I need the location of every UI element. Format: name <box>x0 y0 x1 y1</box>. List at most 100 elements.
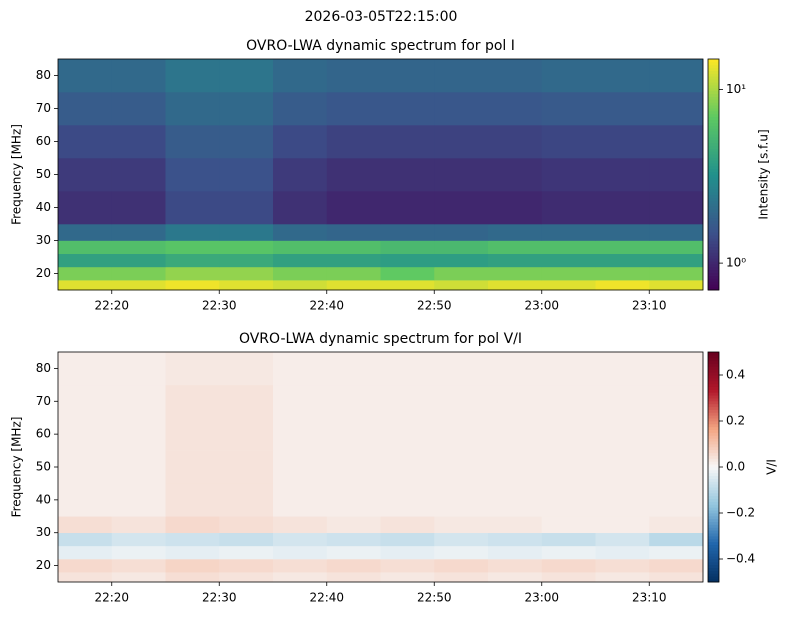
colorbar-swatch <box>708 73 719 77</box>
y-tick-label: 50 <box>36 460 51 474</box>
heatmap-cell <box>649 545 704 560</box>
y-tick-label: 60 <box>36 134 51 148</box>
colorbar-swatch <box>708 352 719 356</box>
colorbar-swatch <box>708 579 719 583</box>
colorbar-swatch <box>708 278 719 282</box>
colorbar-swatch <box>708 203 719 207</box>
heatmap-cell <box>434 59 489 93</box>
heatmap-cell <box>273 417 328 451</box>
colorbar-swatch <box>708 174 719 178</box>
heatmap-cell <box>595 253 650 268</box>
heatmap-cell <box>326 532 381 547</box>
heatmap-cell <box>273 483 328 517</box>
colorbar-swatch <box>708 243 719 248</box>
heatmap-cell <box>434 516 489 534</box>
colorbar-swatch <box>708 547 719 551</box>
heatmap-cell <box>58 266 113 281</box>
colorbar-swatch <box>708 484 719 488</box>
colorbar-swatch <box>708 281 719 285</box>
heatmap-cell <box>434 559 489 573</box>
heatmap-cell <box>649 516 704 534</box>
heatmap-cell <box>488 253 543 268</box>
y-tick-label: 30 <box>36 233 51 247</box>
heatmap-cell <box>488 158 543 192</box>
heatmap-cell <box>111 125 166 159</box>
heatmap-cell <box>595 384 650 419</box>
colorbar-swatch <box>708 576 719 580</box>
colorbar-swatch <box>708 168 719 173</box>
heatmap-cell <box>273 545 328 560</box>
heatmap-cell <box>58 253 113 268</box>
heatmap-cell <box>326 450 381 484</box>
colorbar-swatch <box>708 249 719 253</box>
colorbar-swatch <box>708 412 719 416</box>
heatmap-cell <box>219 559 274 573</box>
heatmap-cell <box>649 280 704 291</box>
colorbar-swatch <box>708 275 719 279</box>
colorbar-swatch <box>708 567 719 571</box>
colorbar-swatch <box>708 82 719 86</box>
heatmap-cell <box>111 253 166 268</box>
colorbar-swatch <box>708 171 719 175</box>
colorbar-tick-label: 10¹ <box>726 82 746 96</box>
heatmap-cell <box>488 417 543 451</box>
colorbar-swatch <box>708 550 719 554</box>
colorbar-tick-label: 0.4 <box>726 368 745 382</box>
heatmap-cell <box>58 572 113 583</box>
x-tick-label: 22:30 <box>202 591 237 605</box>
heatmap-cell <box>273 516 328 534</box>
colorbar-frame <box>707 58 720 291</box>
heatmap-cell <box>326 158 381 192</box>
heatmap-cell <box>219 125 274 159</box>
colorbar-swatch <box>708 383 719 387</box>
heatmap-cell <box>273 125 328 159</box>
heatmap-cell <box>273 450 328 484</box>
colorbar-swatch <box>708 377 719 382</box>
heatmap-cell <box>111 266 166 281</box>
heatmap-cell <box>595 352 650 386</box>
colorbar-swatch <box>708 386 719 390</box>
heatmap-cell <box>434 266 489 281</box>
colorbar-swatch <box>708 76 719 80</box>
colorbar-swatch <box>708 544 719 548</box>
heatmap-cell <box>649 572 704 583</box>
heatmap-cell <box>58 417 113 451</box>
colorbar-swatch <box>708 67 719 71</box>
heatmap-cell <box>380 191 435 225</box>
heatmap-cell <box>58 125 113 159</box>
heatmap-cell <box>219 384 274 419</box>
colorbar-swatch <box>708 186 719 190</box>
heatmap-cell <box>165 240 220 254</box>
colorbar-swatch <box>708 406 719 410</box>
colorbar-swatch <box>708 165 719 170</box>
colorbar-swatch <box>708 287 719 291</box>
heatmap-cell <box>219 572 274 583</box>
colorbar-swatch <box>708 258 719 262</box>
heatmap-cell <box>326 191 381 225</box>
colorbar-swatch <box>708 266 719 271</box>
colorbar-swatch <box>708 556 719 560</box>
heatmap-cell <box>326 559 381 573</box>
heatmap-cell <box>165 352 220 386</box>
heatmap-cell <box>595 559 650 573</box>
heatmap-cell <box>273 280 328 291</box>
colorbar-swatch <box>708 261 719 265</box>
x-tick-label: 22:20 <box>94 591 129 605</box>
heatmap-cell <box>488 559 543 573</box>
heatmap-cell <box>649 253 704 268</box>
y-tick-label: 40 <box>36 492 51 506</box>
colorbar-swatch <box>708 533 719 537</box>
heatmap-cell <box>380 384 435 419</box>
colorbar-swatch <box>708 444 719 448</box>
x-tick-label: 23:00 <box>524 299 559 313</box>
heatmap-cell <box>326 266 381 281</box>
heatmap-cell <box>326 125 381 159</box>
heatmap-cell <box>541 191 596 225</box>
heatmap-cell <box>488 266 543 281</box>
heatmap-cell <box>58 59 113 93</box>
heatmap-cell <box>595 158 650 192</box>
heatmap-cell <box>273 559 328 573</box>
heatmap-cell <box>541 450 596 484</box>
colorbar-swatch <box>708 475 719 479</box>
colorbar-swatch <box>708 573 719 577</box>
